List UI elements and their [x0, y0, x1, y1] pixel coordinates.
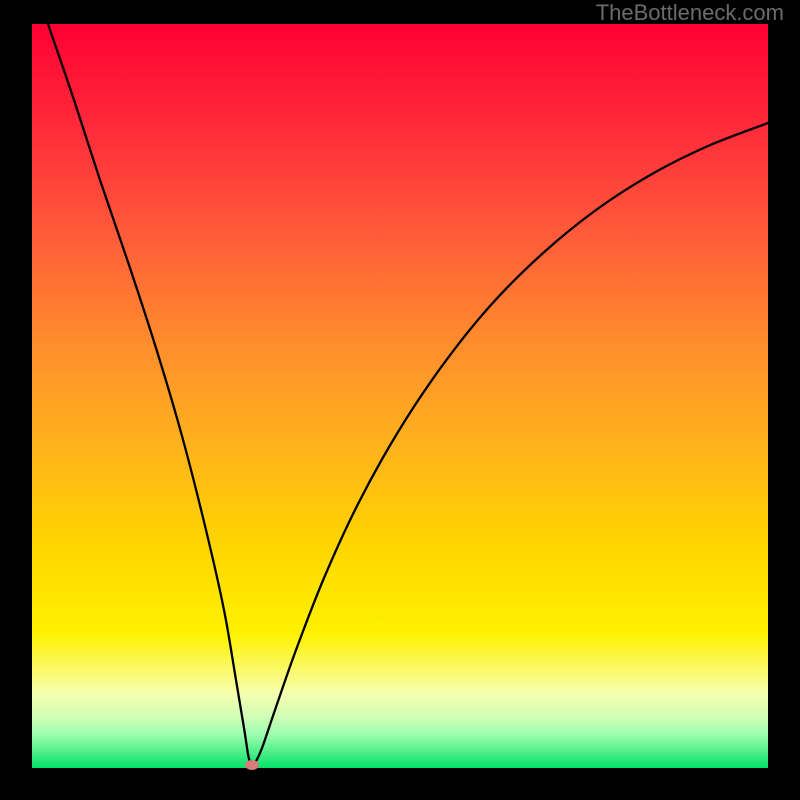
watermark-text: TheBottleneck.com: [596, 0, 784, 26]
canvas-frame: TheBottleneck.com: [0, 0, 800, 800]
chart-svg: [0, 0, 800, 800]
notch-marker: [245, 760, 259, 770]
plot-background: [32, 24, 768, 768]
